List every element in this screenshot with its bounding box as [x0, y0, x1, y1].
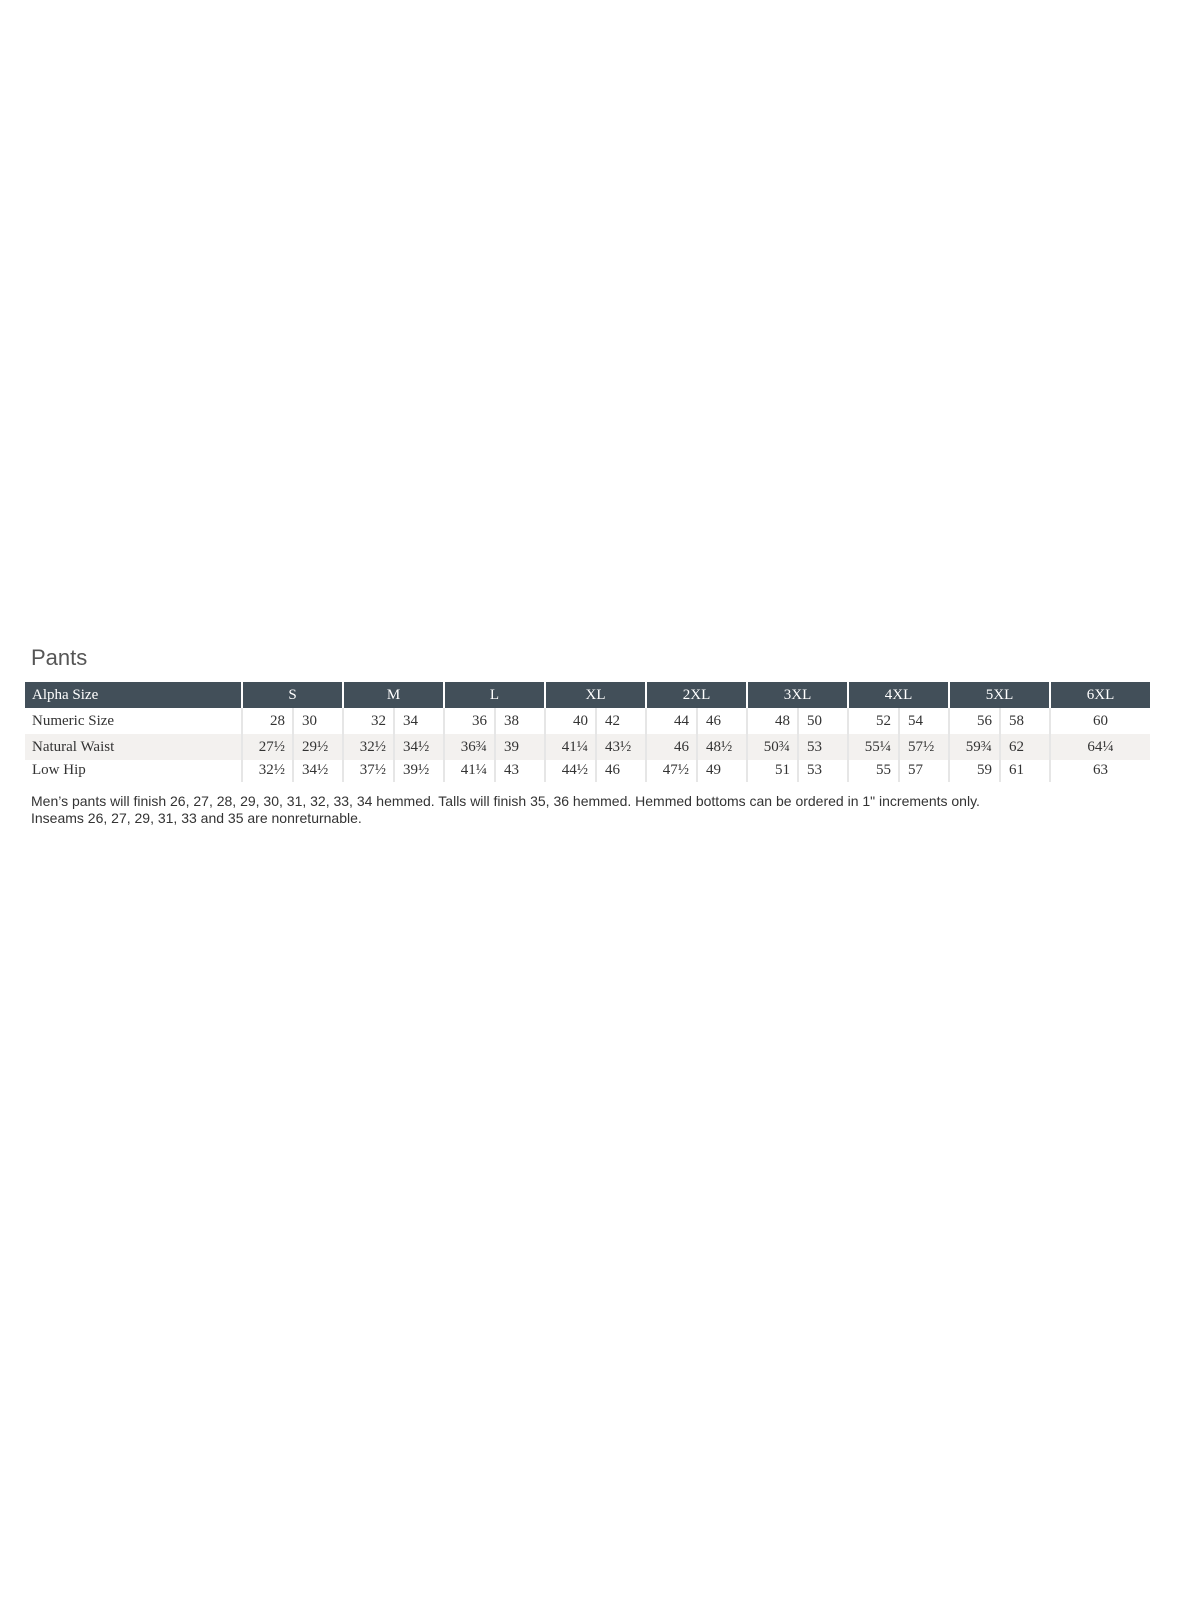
notes: Men’s pants will finish 26, 27, 28, 29, …	[31, 793, 980, 827]
table-cell: 57½	[898, 734, 950, 760]
table-cell: 59¾	[948, 734, 1001, 760]
table-cell: 38	[493, 708, 546, 734]
table-cell: 49	[696, 760, 748, 782]
table-cell: 42	[595, 708, 647, 734]
table-cell: 34½	[292, 760, 343, 782]
table-cell: 32½	[342, 734, 394, 760]
table-cell: 50¾	[746, 734, 799, 760]
table-cell: 50	[797, 708, 849, 734]
table-row: Low Hip 32½ 34½ 37½ 39½ 41¼ 43 44½ 46 47½ 49 51 53 55…	[25, 760, 1151, 782]
table-cell: 34½	[393, 734, 444, 760]
size-chart-table: Alpha Size S M L XL 2XL 3XL 4XL 5XL 6XL Numeric S…	[25, 682, 1151, 782]
table-cell: 44½	[544, 760, 597, 782]
table-cell: 29½	[292, 734, 343, 760]
table-cell: 48	[746, 708, 799, 734]
table-cell: 57	[898, 760, 950, 782]
table-cell: 41¼	[443, 760, 495, 782]
table-cell: 47½	[645, 760, 698, 782]
header-row: Alpha Size S M L XL 2XL 3XL 4XL 5XL 6XL	[25, 682, 1151, 708]
table-cell: 64¼	[1049, 734, 1151, 760]
table-cell: 51	[746, 760, 799, 782]
table-cell: 46	[645, 734, 698, 760]
table-row: Natural Waist 27½ 29½ 32½ 34½ 36¾ 39 41¼ 43½ 46 48…	[25, 734, 1151, 760]
table-cell: 32	[342, 708, 394, 734]
row-label: Natural Waist	[25, 734, 242, 760]
table-cell: 36	[443, 708, 495, 734]
table-cell: 53	[797, 734, 849, 760]
table-cell: 59	[948, 760, 1001, 782]
section-title: Pants	[31, 645, 88, 670]
size-header-m: M	[342, 682, 444, 708]
table-cell: 55	[847, 760, 900, 782]
table-cell: 43½	[595, 734, 647, 760]
table-cell: 27½	[241, 734, 293, 760]
table-cell: 61	[999, 760, 1051, 782]
table-cell: 48½	[696, 734, 748, 760]
table-cell: 44	[645, 708, 698, 734]
size-header-l: L	[442, 682, 546, 708]
note-line: Inseams 26, 27, 29, 31, 33 and 35 are no…	[31, 810, 362, 826]
size-header-3xl: 3XL	[746, 682, 849, 708]
size-header-5xl: 5XL	[948, 682, 1051, 708]
table-cell: 55¼	[847, 734, 900, 760]
row-label: Low Hip	[32, 762, 86, 778]
table-cell: 39½	[393, 760, 444, 782]
table-cell: 52	[847, 708, 900, 734]
table-cell: 53	[797, 760, 849, 782]
table-cell: 46	[595, 760, 647, 782]
table-cell: 30	[292, 708, 343, 734]
table-row: Numeric Size 28 30 32 34 36 38 40 42 44 46 48 50 52 54…	[25, 708, 1151, 734]
table-cell: 37½	[342, 760, 394, 782]
table-cell: 60	[1049, 708, 1151, 734]
size-header-xl: XL	[544, 682, 647, 708]
table-cell: 41¼	[544, 734, 597, 760]
size-header-2xl: 2XL	[645, 682, 748, 708]
table-cell: 40	[544, 708, 597, 734]
size-header-4xl: 4XL	[847, 682, 950, 708]
note-line: Men’s pants will finish 26, 27, 28, 29, …	[31, 793, 980, 809]
size-header-s: S	[241, 682, 343, 708]
table-cell: 62	[999, 734, 1051, 760]
table-cell: 39	[493, 734, 546, 760]
header-label: Alpha Size	[25, 682, 242, 708]
table-cell: 54	[898, 708, 950, 734]
table-cell: 36¾	[443, 734, 495, 760]
table-cell: 46	[696, 708, 748, 734]
table-cell: 63	[1049, 760, 1151, 782]
size-header-6xl: 6XL	[1049, 682, 1151, 708]
table-cell: 32½	[241, 760, 293, 782]
table-cell: 28	[241, 708, 293, 734]
table-cell: 56	[948, 708, 1001, 734]
table-cell: 58	[999, 708, 1051, 734]
row-label: Numeric Size	[32, 712, 115, 729]
table-cell: 34	[393, 708, 444, 734]
table-cell: 43	[493, 760, 546, 782]
